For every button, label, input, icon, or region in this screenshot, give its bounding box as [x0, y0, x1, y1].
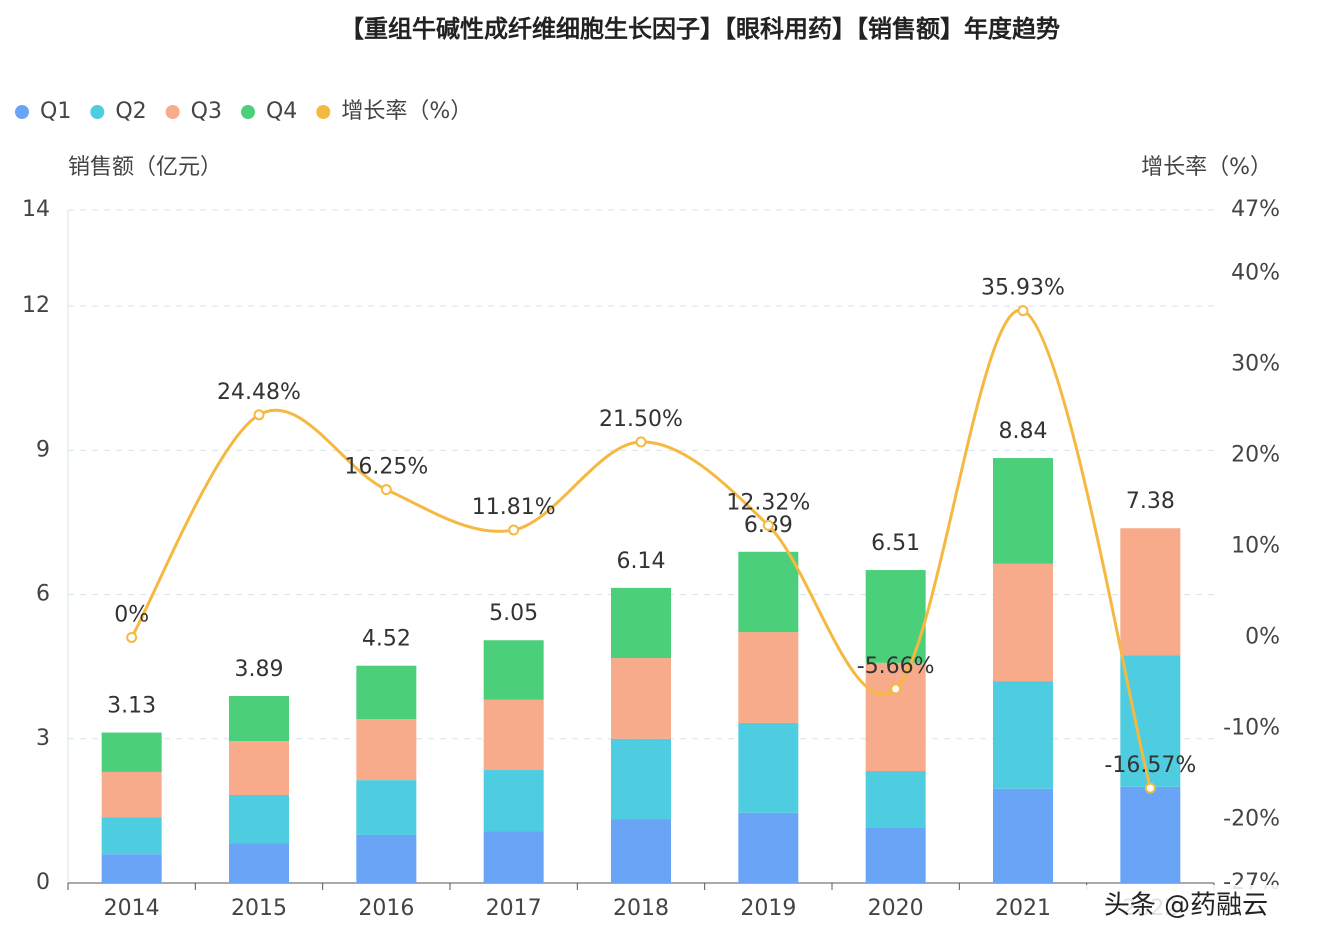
total-label: 6.14	[617, 549, 666, 574]
bar-segment	[993, 788, 1053, 883]
legend-label: Q3	[191, 99, 222, 124]
x-tick-label: 2019	[740, 896, 796, 921]
bar-segment	[611, 658, 671, 739]
growth-point	[508, 524, 520, 536]
growth-point	[635, 436, 647, 448]
chart-title: 【重组牛碱性成纤维细胞生长因子】【眼科用药】【销售额】年度趋势	[340, 15, 1060, 43]
bar-segment	[993, 563, 1053, 682]
growth-label: 0%	[114, 602, 149, 627]
growth-point	[1017, 305, 1029, 317]
growth-label: -5.66%	[857, 654, 935, 679]
legend-swatch	[240, 105, 255, 119]
growth-label: -16.57%	[1104, 753, 1196, 778]
y2-tick-label: -20%	[1223, 806, 1280, 831]
bar-segment	[229, 696, 289, 742]
bar-segment	[356, 719, 417, 781]
total-label: 3.89	[235, 657, 284, 682]
bar-segment	[738, 551, 799, 633]
y2-tick-label: 47%	[1231, 197, 1280, 222]
x-tick-label: 2017	[486, 896, 542, 921]
bar-segment	[483, 640, 544, 700]
y-tick-label: 14	[22, 197, 50, 222]
bar-segment	[356, 665, 417, 720]
legend-label: Q2	[115, 99, 146, 124]
bar-segment	[483, 770, 544, 832]
x-tick-label: 2014	[104, 896, 160, 921]
growth-label: 21.50%	[599, 407, 683, 432]
y2-tick-label: -10%	[1223, 715, 1280, 740]
growth-point	[380, 484, 392, 496]
y-tick-label: 6	[36, 582, 50, 607]
bar-segment	[865, 827, 926, 883]
y-axis-title: 销售额（亿元）	[68, 155, 222, 180]
bar-segment	[738, 722, 799, 813]
total-label: 4.52	[362, 627, 411, 652]
bar-segment	[1120, 528, 1181, 656]
legend-swatch	[90, 105, 105, 119]
bar-segment	[993, 458, 1053, 564]
growth-label: 11.81%	[472, 495, 556, 520]
y2-tick-label: 0%	[1245, 624, 1280, 649]
bar-segment	[229, 741, 289, 796]
legend-label: Q4	[266, 99, 297, 124]
growth-point	[890, 683, 902, 695]
bar-segment	[738, 632, 799, 723]
bar-segment	[865, 662, 926, 771]
bar-segment	[101, 854, 162, 883]
y-tick-label: 0	[36, 870, 50, 895]
bar-segment	[611, 819, 671, 883]
bar-segment	[356, 834, 417, 883]
total-label: 8.84	[999, 419, 1048, 444]
x-tick-label: 2020	[868, 896, 924, 921]
growth-label: 16.25%	[344, 455, 428, 480]
growth-point	[762, 519, 774, 531]
bar-segment	[101, 817, 162, 855]
legend: Q1 Q2 Q3 Q4 增长率（%）	[15, 99, 472, 124]
growth-label: 12.32%	[726, 490, 810, 515]
total-label: 5.05	[489, 601, 538, 626]
watermark-bg	[1080, 885, 1300, 925]
watermark: 头条 @药融云	[1104, 891, 1268, 921]
bar-segment	[229, 795, 289, 844]
bar-segment	[611, 587, 671, 659]
y-tick-label: 12	[22, 293, 50, 318]
growth-point	[126, 631, 138, 643]
bar-segment	[738, 812, 799, 883]
bar-segment	[101, 732, 162, 772]
x-tick-label: 2018	[613, 896, 669, 921]
y2-tick-label: 40%	[1231, 261, 1280, 286]
growth-point	[1144, 782, 1156, 794]
growth-point	[253, 409, 265, 421]
total-label: 7.38	[1126, 489, 1175, 514]
bar-segment	[611, 738, 671, 820]
y2-tick-label: 10%	[1231, 534, 1280, 559]
growth-label: 24.48%	[217, 380, 301, 405]
bar-segment	[229, 843, 289, 883]
bar-segment	[1120, 786, 1181, 883]
total-label: 3.13	[107, 694, 156, 719]
y-tick-label: 9	[36, 437, 50, 462]
x-tick-label: 2016	[358, 896, 414, 921]
legend-label: 增长率（%）	[341, 99, 472, 124]
bar-segment	[101, 771, 162, 818]
y2-tick-label: 30%	[1231, 352, 1280, 377]
total-label: 6.51	[871, 531, 920, 556]
bar-segment	[483, 831, 544, 883]
growth-label: 35.93%	[981, 276, 1065, 301]
y2-axis-title: 增长率（%）	[1141, 155, 1272, 180]
bar-segment	[865, 770, 926, 828]
x-tick-label: 2015	[231, 896, 287, 921]
legend-swatch	[316, 105, 331, 119]
legend-swatch	[15, 105, 29, 119]
legend-swatch	[165, 105, 180, 119]
bar-segment	[356, 780, 417, 835]
bar-segment	[1120, 655, 1181, 787]
y2-tick-label: 20%	[1231, 443, 1280, 468]
y-tick-label: 3	[36, 726, 50, 751]
bar-segment	[483, 699, 544, 771]
legend-label: Q1	[40, 99, 71, 124]
bar-segment	[993, 681, 1053, 789]
x-tick-label: 2021	[995, 896, 1051, 921]
